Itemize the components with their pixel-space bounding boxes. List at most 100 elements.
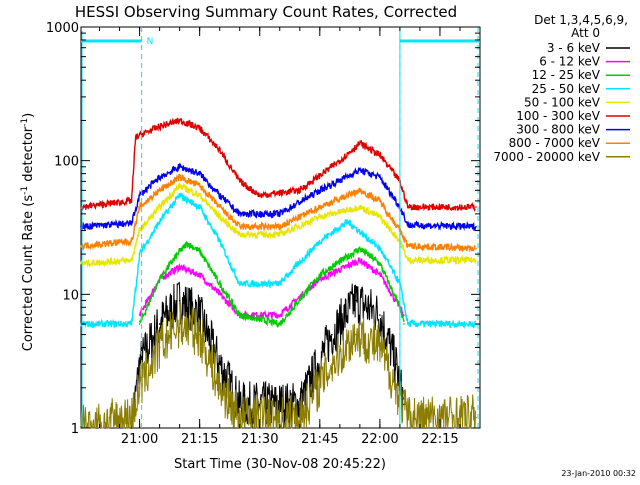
data-point-3-8 [278,282,281,285]
data-point-4-8 [278,233,281,236]
data-point-6-8 [278,213,281,215]
legend-label-3: 25 - 50 keV [532,82,601,96]
data-point-7-0 [80,245,82,247]
data-point-2-12 [403,323,405,325]
series-line-0 [131,281,405,429]
data-point-6-10 [359,169,361,171]
data-point-3-9 [319,240,321,242]
data-point-8-13 [407,416,409,419]
data-point-2-5 [218,282,221,285]
data-point-8-12 [395,386,397,389]
data-point-4-9 [319,216,321,218]
data-point-3-2 [138,253,141,255]
data-point-0-10 [379,314,381,316]
y-axis-label-mid: detector [21,126,36,186]
x-tick-label-5: 22:15 [421,432,458,447]
x-tick-label-3: 21:45 [301,432,338,447]
data-point-5-6 [218,149,221,151]
data-point-4-13 [407,259,409,262]
data-point-2-1 [158,278,161,280]
data-point-2-2 [178,250,181,253]
data-point-1-0 [138,314,141,316]
data-point-0-8 [331,333,333,336]
series-line-5 [80,117,476,212]
data-point-3-11 [379,247,381,250]
legend-label-0: 3 - 6 keV [547,41,601,55]
data-point-0-11 [395,363,397,366]
data-point-1-2 [178,266,181,268]
data-point-6-2 [138,194,141,197]
data-point-8-4 [178,323,181,325]
data-point-5-5 [198,127,201,129]
data-point-4-7 [238,233,241,236]
series-line-3 [80,192,477,330]
data-point-3-1 [130,323,133,325]
data-point-5-4 [178,119,181,122]
legend-label-7: 800 - 7000 keV [509,136,601,150]
data-point-6-13 [407,224,409,226]
y-axis-label: Corrected Count Rate (s-1 detector-1) [20,113,36,351]
data-point-4-11 [379,216,381,218]
legend-label-2: 12 - 25 keV [532,68,601,82]
data-point-6-5 [198,172,201,175]
y-tick-label-2: 100 [54,155,79,170]
x-tick-label-1: 21:15 [181,432,218,447]
data-point-8-1 [130,416,133,419]
data-point-5-9 [298,189,301,192]
data-point-4-2 [138,229,141,232]
data-point-7-1 [130,240,133,242]
data-point-7-2 [138,206,141,208]
data-point-3-3 [158,220,161,223]
chart-title: HESSI Observing Summary Count Rates, Cor… [75,3,457,21]
series-5 [80,117,477,212]
data-point-6-14 [475,226,477,228]
data-point-2-9 [359,247,361,250]
data-point-4-3 [158,206,161,208]
data-point-8-14 [475,416,477,419]
legend-label-4: 50 - 100 keV [524,95,601,109]
data-point-1-3 [198,274,201,276]
series-0 [130,281,405,429]
data-point-3-4 [178,194,181,197]
data-point-8-8 [298,416,301,419]
data-point-8-3 [158,346,161,349]
footer-date: 23-Jan-2010 00:32 [561,469,636,478]
data-point-3-6 [218,240,221,242]
y-tick-label-1: 10 [62,288,79,303]
data-point-6-11 [379,176,381,179]
data-point-3-7 [238,282,241,285]
data-point-0-9 [355,299,357,302]
data-point-7-7 [238,226,241,228]
data-point-1-6 [278,314,281,316]
data-point-0-2 [158,323,161,325]
flag-label: N [147,37,154,47]
data-point-7-13 [407,245,409,247]
data-point-7-11 [379,200,381,202]
legend-label-5: 100 - 300 keV [516,109,600,123]
data-point-0-4 [198,314,201,316]
data-point-4-0 [80,262,82,265]
data-point-0-1 [138,363,141,366]
data-point-8-7 [238,416,241,419]
legend-label-1: 6 - 12 keV [539,55,601,69]
data-point-1-11 [403,314,405,316]
data-point-8-11 [379,346,381,349]
data-point-4-10 [359,206,361,208]
data-point-7-9 [319,206,321,208]
data-point-7-5 [198,184,201,187]
data-point-2-8 [319,274,321,276]
data-point-0-5 [218,363,221,366]
legend-title-line2: Att 0 [571,26,600,40]
data-point-7-4 [178,176,181,179]
data-point-8-10 [355,333,357,336]
data-point-1-9 [379,274,381,276]
x-tick-label-4: 22:00 [361,432,398,447]
data-point-4-5 [198,194,201,197]
data-point-5-11 [359,142,361,145]
y-axis-label-sup1: -1 [20,186,30,195]
series-line-6 [80,162,477,232]
legend-label-8: 7000 - 20000 keV [493,150,600,164]
data-point-6-0 [80,226,82,228]
data-point-6-3 [158,176,161,179]
